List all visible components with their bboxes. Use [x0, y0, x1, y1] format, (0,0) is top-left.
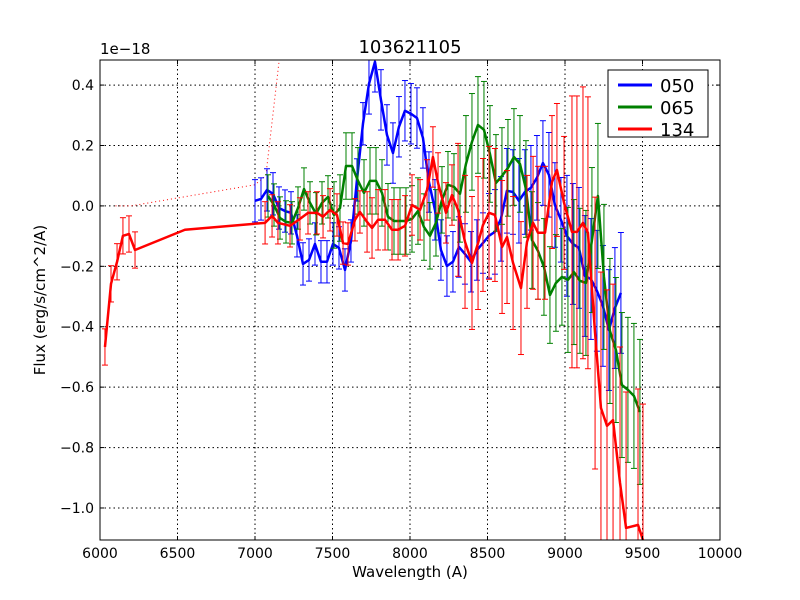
- y-tick-label: 0.0: [72, 199, 94, 215]
- x-tick-label: 6000: [82, 546, 118, 562]
- plot-area: [101, 60, 646, 540]
- y-tick-label: −0.8: [60, 441, 94, 457]
- legend-label-065: 065: [660, 98, 694, 119]
- x-axis-label: Wavelength (A): [352, 563, 468, 581]
- x-tick-label: 10000: [698, 546, 743, 562]
- x-tick-label: 6500: [160, 546, 196, 562]
- series-line-050: [254, 60, 623, 332]
- x-tick-label: 9000: [547, 546, 583, 562]
- y-tick-label: −0.2: [60, 259, 94, 275]
- grid: [100, 60, 720, 540]
- x-tick-label: 7500: [315, 546, 351, 562]
- y-tick-label: −0.6: [60, 380, 94, 396]
- legend-label-050: 050: [660, 76, 694, 97]
- y-tick-label: 0.2: [72, 138, 94, 154]
- x-tick-label: 7000: [237, 546, 273, 562]
- y-tick-label: −0.4: [60, 320, 94, 336]
- chart-title: 103621105: [358, 37, 461, 58]
- y-offset-label: 1e−18: [100, 40, 150, 58]
- legend-box: [607, 69, 709, 138]
- x-tick-label: 8500: [470, 546, 506, 562]
- y-tick-label: −1.0: [60, 501, 94, 517]
- y-tick-label: 0.4: [72, 78, 94, 94]
- legend-label-134: 134: [660, 120, 694, 141]
- y-axis-label: Flux (erg/s/cm^2/A): [31, 225, 49, 376]
- x-tick-label: 8000: [392, 546, 428, 562]
- ticks: 6000 6500 7000 7500 8000 8500 9000 9500 10000 0.4…: [60, 60, 742, 562]
- series-134: [101, 86, 646, 540]
- x-tick-label: 9500: [625, 546, 661, 562]
- series-line-134: [103, 155, 645, 540]
